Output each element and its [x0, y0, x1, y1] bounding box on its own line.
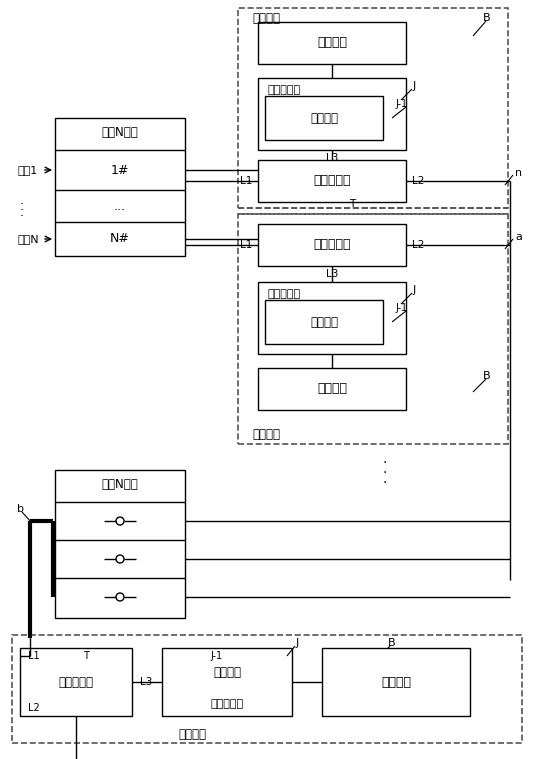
Text: L1: L1	[240, 240, 252, 250]
Text: T: T	[349, 199, 355, 209]
Bar	[20, 648, 132, 716]
Bar	[258, 224, 406, 266]
Text: 电流感应器: 电流感应器	[314, 175, 351, 187]
Text: J: J	[295, 638, 299, 648]
Text: L3: L3	[140, 677, 152, 687]
Bar	[265, 96, 383, 140]
Bar	[162, 648, 292, 716]
Text: 公共N端子: 公共N端子	[102, 477, 139, 490]
Text: n: n	[515, 168, 522, 178]
Text: L1: L1	[240, 176, 252, 186]
Text: J-1: J-1	[211, 651, 223, 661]
Text: 报警模块: 报警模块	[381, 676, 411, 688]
Bar	[322, 648, 470, 716]
Text: L3: L3	[326, 269, 338, 279]
Bar	[258, 368, 406, 410]
Bar	[258, 22, 406, 64]
Text: J: J	[412, 81, 416, 91]
Text: L1: L1	[28, 651, 40, 661]
Bar	[238, 214, 508, 444]
Text: 报警模块: 报警模块	[317, 36, 347, 49]
Text: 中间继电器: 中间继电器	[268, 289, 301, 299]
Bar	[258, 78, 406, 150]
Bar	[12, 635, 522, 743]
Bar	[258, 160, 406, 202]
Text: 支路N: 支路N	[18, 234, 40, 244]
Text: B: B	[388, 638, 396, 648]
Text: 常开触点: 常开触点	[310, 112, 338, 124]
Bar	[265, 300, 383, 344]
Text: 支路1: 支路1	[18, 165, 38, 175]
Text: J: J	[412, 285, 416, 295]
Text: L2: L2	[28, 703, 40, 713]
Text: 中间继电器: 中间继电器	[268, 85, 301, 95]
Text: ...: ...	[114, 200, 126, 213]
Text: .: .	[383, 452, 387, 466]
Bar	[258, 282, 406, 354]
Text: 电流感应器: 电流感应器	[314, 238, 351, 251]
Text: .: .	[20, 206, 24, 219]
Text: 监测装置: 监测装置	[252, 11, 280, 24]
Text: 1#: 1#	[111, 163, 129, 177]
Text: b: b	[17, 504, 24, 514]
Text: N#: N#	[110, 232, 130, 245]
Text: L3: L3	[326, 153, 338, 163]
Text: J-1: J-1	[396, 303, 408, 313]
Text: L2: L2	[412, 176, 424, 186]
Text: 常开触点: 常开触点	[213, 666, 241, 679]
Text: 中间继电器: 中间继电器	[210, 699, 243, 709]
Text: B: B	[483, 13, 491, 23]
Text: 报警模块: 报警模块	[317, 383, 347, 395]
Text: 电流感应器: 电流感应器	[58, 676, 94, 688]
Text: 支路N端子: 支路N端子	[102, 125, 139, 138]
Text: .: .	[383, 472, 387, 486]
Text: .: .	[383, 462, 387, 476]
Text: .: .	[20, 194, 24, 206]
Text: 常开触点: 常开触点	[310, 316, 338, 329]
Bar	[55, 118, 185, 256]
Bar	[55, 470, 185, 618]
Text: 监测装置: 监测装置	[252, 427, 280, 440]
Text: 监测装置: 监测装置	[178, 729, 206, 742]
Text: J-1: J-1	[396, 99, 408, 109]
Text: a: a	[515, 232, 522, 242]
Text: T: T	[83, 651, 89, 661]
Text: B: B	[483, 371, 491, 381]
Text: L2: L2	[412, 240, 424, 250]
Bar	[238, 8, 508, 208]
Text: .: .	[20, 200, 24, 213]
